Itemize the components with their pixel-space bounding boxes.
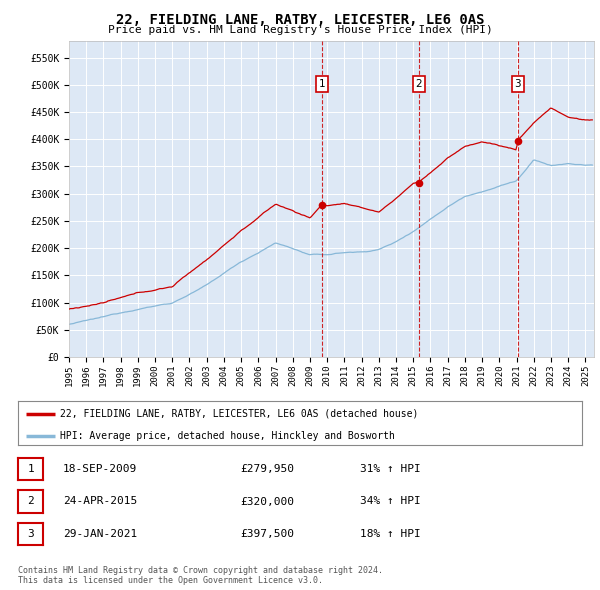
Text: 22, FIELDING LANE, RATBY, LEICESTER, LE6 0AS (detached house): 22, FIELDING LANE, RATBY, LEICESTER, LE6… (60, 409, 419, 418)
Text: Contains HM Land Registry data © Crown copyright and database right 2024.
This d: Contains HM Land Registry data © Crown c… (18, 566, 383, 585)
Text: 34% ↑ HPI: 34% ↑ HPI (360, 497, 421, 506)
Text: 18% ↑ HPI: 18% ↑ HPI (360, 529, 421, 539)
Text: 29-JAN-2021: 29-JAN-2021 (63, 529, 137, 539)
Text: 22, FIELDING LANE, RATBY, LEICESTER, LE6 0AS: 22, FIELDING LANE, RATBY, LEICESTER, LE6… (116, 13, 484, 27)
Text: 2: 2 (27, 497, 34, 506)
Text: 1: 1 (27, 464, 34, 474)
Text: £397,500: £397,500 (240, 529, 294, 539)
Text: 18-SEP-2009: 18-SEP-2009 (63, 464, 137, 474)
Text: 3: 3 (515, 79, 521, 89)
Text: 24-APR-2015: 24-APR-2015 (63, 497, 137, 506)
Text: 2: 2 (415, 79, 422, 89)
Text: HPI: Average price, detached house, Hinckley and Bosworth: HPI: Average price, detached house, Hinc… (60, 431, 395, 441)
Text: £320,000: £320,000 (240, 497, 294, 506)
Text: Price paid vs. HM Land Registry's House Price Index (HPI): Price paid vs. HM Land Registry's House … (107, 25, 493, 35)
Text: £279,950: £279,950 (240, 464, 294, 474)
Text: 31% ↑ HPI: 31% ↑ HPI (360, 464, 421, 474)
Text: 3: 3 (27, 529, 34, 539)
Text: 1: 1 (319, 79, 326, 89)
